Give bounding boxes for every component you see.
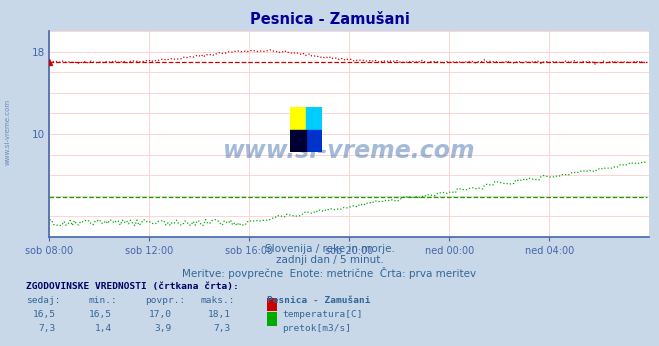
Bar xyxy=(306,130,322,152)
Text: zadnji dan / 5 minut.: zadnji dan / 5 minut. xyxy=(275,255,384,265)
Text: povpr.:: povpr.: xyxy=(145,296,185,305)
Text: www.si-vreme.com: www.si-vreme.com xyxy=(5,98,11,165)
Text: 17,0: 17,0 xyxy=(148,310,171,319)
Text: Pesnica - Zamušani: Pesnica - Zamušani xyxy=(250,12,409,27)
Text: Slovenija / reke in morje.: Slovenija / reke in morje. xyxy=(264,244,395,254)
Text: sedaj:: sedaj: xyxy=(26,296,61,305)
Text: temperatura[C]: temperatura[C] xyxy=(282,310,362,319)
Text: 3,9: 3,9 xyxy=(154,324,171,333)
Text: 1,4: 1,4 xyxy=(95,324,112,333)
Text: maks.:: maks.: xyxy=(201,296,235,305)
Text: www.si-vreme.com: www.si-vreme.com xyxy=(223,138,476,163)
Text: 16,5: 16,5 xyxy=(33,310,56,319)
Text: min.:: min.: xyxy=(89,296,118,305)
Bar xyxy=(290,107,306,130)
Text: pretok[m3/s]: pretok[m3/s] xyxy=(282,324,351,333)
Text: 7,3: 7,3 xyxy=(214,324,231,333)
Text: Meritve: povprečne  Enote: metrične  Črta: prva meritev: Meritve: povprečne Enote: metrične Črta:… xyxy=(183,267,476,279)
Bar xyxy=(290,130,306,152)
Text: 16,5: 16,5 xyxy=(89,310,112,319)
Bar xyxy=(306,107,322,130)
Text: 7,3: 7,3 xyxy=(39,324,56,333)
Text: Pesnica - Zamušani: Pesnica - Zamušani xyxy=(267,296,370,305)
Text: ZGODOVINSKE VREDNOSTI (črtkana črta):: ZGODOVINSKE VREDNOSTI (črtkana črta): xyxy=(26,282,239,291)
Text: 18,1: 18,1 xyxy=(208,310,231,319)
